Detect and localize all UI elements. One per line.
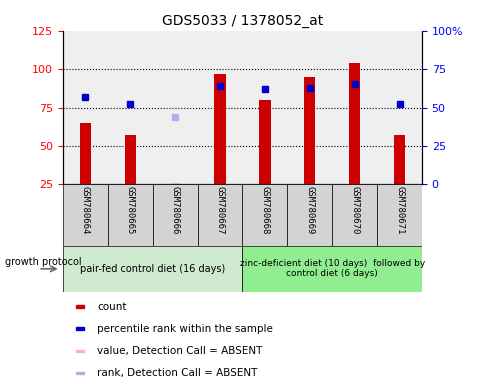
Text: GSM780664: GSM780664 [81, 186, 90, 235]
Bar [242, 246, 421, 292]
Bar [63, 31, 107, 184]
Bar [107, 31, 152, 184]
Text: GSM780671: GSM780671 [394, 186, 403, 235]
Bar [332, 184, 376, 246]
Text: GSM780670: GSM780670 [349, 186, 359, 235]
Bar [76, 349, 83, 352]
Bar [76, 372, 83, 374]
Text: GSM780665: GSM780665 [125, 186, 135, 235]
Bar [259, 100, 270, 184]
Bar [242, 184, 287, 246]
Text: rank, Detection Call = ABSENT: rank, Detection Call = ABSENT [97, 368, 257, 378]
Bar [393, 135, 404, 184]
Bar [303, 77, 315, 184]
Text: GSM780668: GSM780668 [260, 186, 269, 235]
Text: count: count [97, 302, 126, 312]
Bar [107, 184, 152, 246]
Bar [197, 31, 242, 184]
Bar [376, 184, 421, 246]
Bar [332, 31, 376, 184]
Bar [63, 184, 107, 246]
Bar [80, 123, 91, 184]
Text: pair-fed control diet (16 days): pair-fed control diet (16 days) [80, 264, 225, 274]
Bar [287, 31, 332, 184]
Bar [76, 305, 83, 308]
Bar [376, 31, 421, 184]
Text: growth protocol: growth protocol [5, 257, 81, 267]
Bar [152, 184, 197, 246]
Bar [197, 184, 242, 246]
Bar [348, 63, 360, 184]
Text: value, Detection Call = ABSENT: value, Detection Call = ABSENT [97, 346, 262, 356]
Text: GSM780666: GSM780666 [170, 186, 180, 235]
Bar [124, 135, 136, 184]
Title: GDS5033 / 1378052_at: GDS5033 / 1378052_at [162, 14, 322, 28]
Bar [63, 246, 242, 292]
Bar [169, 183, 181, 184]
Bar [287, 184, 332, 246]
Text: zinc-deficient diet (10 days)  followed by
control diet (6 days): zinc-deficient diet (10 days) followed b… [239, 259, 424, 278]
Bar [152, 31, 197, 184]
Text: percentile rank within the sample: percentile rank within the sample [97, 324, 272, 334]
Bar [76, 328, 83, 330]
Bar [214, 74, 225, 184]
Bar [242, 31, 287, 184]
Text: GSM780669: GSM780669 [304, 186, 314, 235]
Text: GSM780667: GSM780667 [215, 186, 224, 235]
